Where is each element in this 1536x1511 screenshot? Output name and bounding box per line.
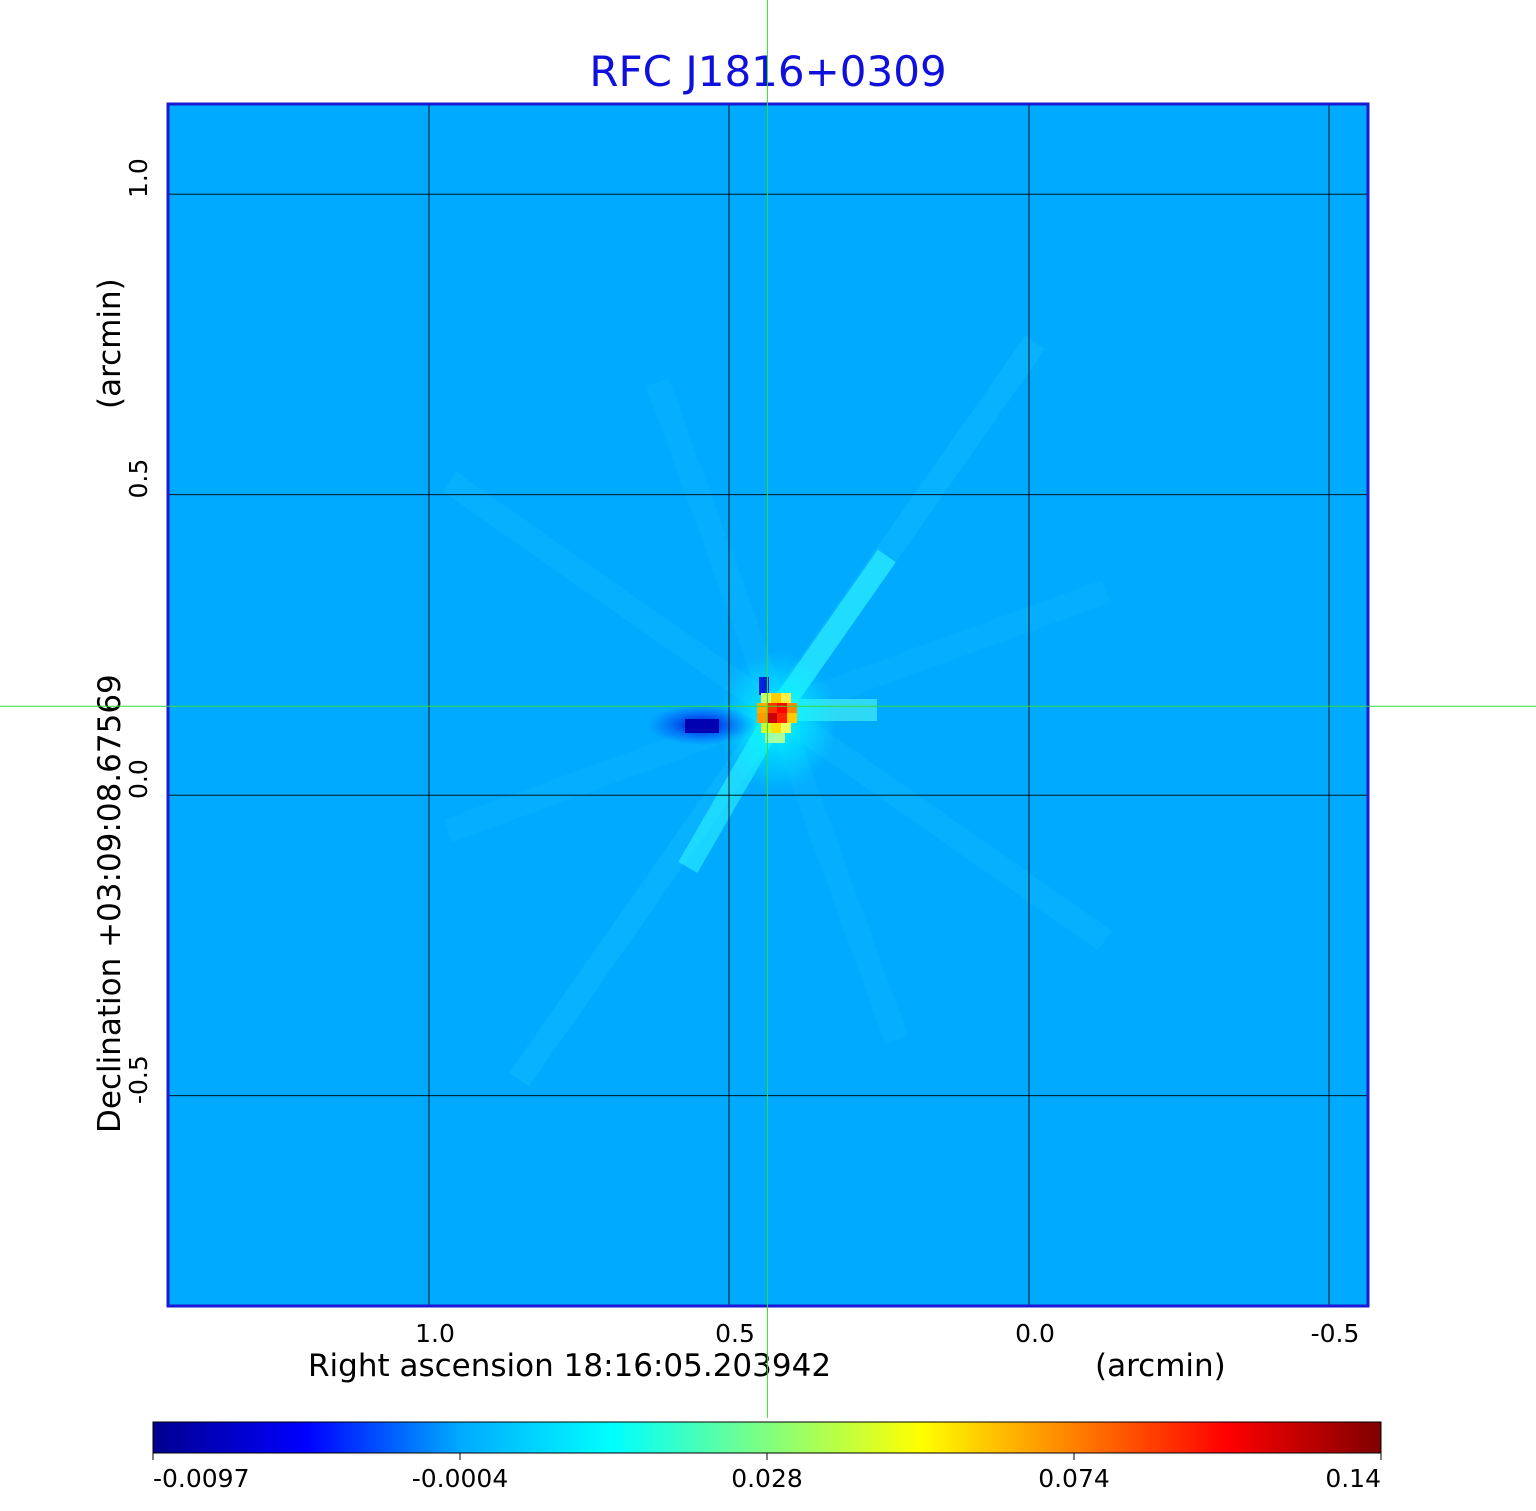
- y-tick-label: 1.0: [124, 158, 153, 198]
- source-core-pixel: [765, 733, 775, 744]
- colorbar-tick-label: 0.074: [1038, 1464, 1110, 1493]
- source-core-pixel: [787, 713, 797, 724]
- source-core-pixel: [771, 693, 781, 704]
- source-core-pixel: [757, 713, 767, 724]
- source-core-pixel: [777, 713, 787, 724]
- x-axis-unit: (arcmin): [1095, 1348, 1226, 1384]
- colorbar-tick-label: 0.028: [731, 1464, 803, 1493]
- source-core-pixel: [767, 713, 777, 724]
- source-core-pixel: [777, 703, 787, 714]
- source-core-pixel: [757, 703, 767, 714]
- y-tick-label: -0.5: [124, 1055, 153, 1104]
- y-tick-label: 0.5: [124, 459, 153, 499]
- source-core-pixel: [781, 693, 791, 704]
- x-tick-label: 0.0: [1015, 1319, 1055, 1348]
- x-tick-label: 1.0: [415, 1319, 455, 1348]
- negative-lobe: [685, 719, 719, 734]
- map-area: [168, 104, 1368, 1306]
- source-core-pixel: [761, 723, 771, 734]
- y-tick-label: 0.0: [124, 759, 153, 799]
- source-core-pixel: [787, 703, 797, 714]
- source-core-pixel: [767, 703, 777, 714]
- colorbar-tick-label: -0.0097: [153, 1464, 250, 1493]
- chart-title: RFC J1816+0309: [589, 47, 946, 96]
- map-frame: [166, 102, 1370, 1308]
- source-core-pixel: [771, 723, 781, 734]
- x-tick-labels: 1.0 0.5 0.0 -0.5: [415, 1319, 1359, 1348]
- colorbar-tick-labels: -0.0097 -0.0004 0.028 0.074 0.14: [152, 1453, 1382, 1493]
- grid: [168, 104, 1368, 1306]
- x-tick-label: 0.5: [715, 1319, 755, 1348]
- colorbar-tick-label: -0.0004: [412, 1464, 509, 1493]
- y-axis-label: Declination +03:09:08.67569: [92, 674, 128, 1133]
- crosshair: [0, 0, 1536, 1418]
- negative-lobe: [759, 677, 769, 696]
- x-axis-label: Right ascension 18:16:05.203942: [308, 1348, 831, 1384]
- y-tick-labels: 1.0 0.5 0.0 -0.5: [124, 158, 153, 1104]
- source-core-pixel: [775, 733, 785, 744]
- source-core-pixel: [781, 723, 791, 734]
- y-axis-unit: (arcmin): [92, 278, 128, 409]
- source-core-pixel: [761, 693, 771, 704]
- x-tick-label: -0.5: [1311, 1319, 1360, 1348]
- colorbar-tick-label: 0.14: [1325, 1464, 1381, 1493]
- colorbar: [152, 1421, 1382, 1454]
